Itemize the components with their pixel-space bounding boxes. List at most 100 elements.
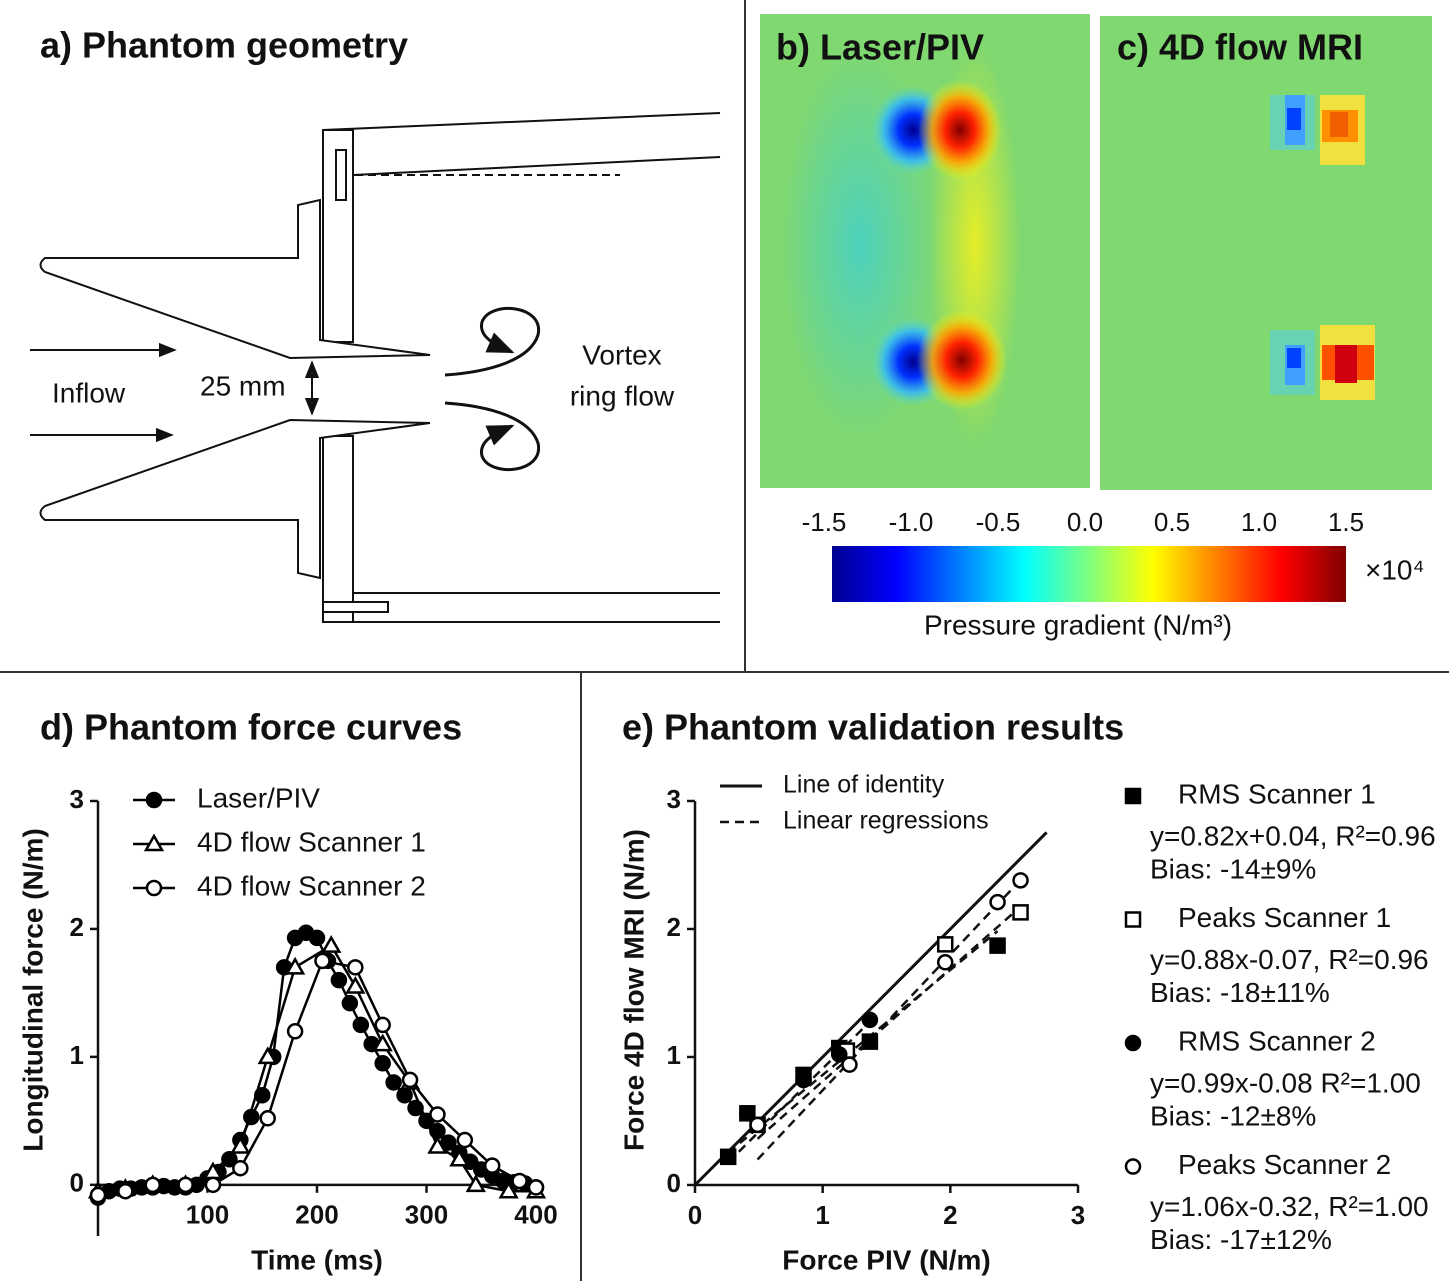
legend-label: RMS Scanner 2 — [1178, 1025, 1376, 1056]
data-point — [749, 1116, 766, 1134]
data-point — [286, 1023, 304, 1040]
data-point — [204, 1176, 222, 1194]
data-point — [989, 937, 1006, 954]
piv-heatmap — [760, 14, 1090, 488]
data-point — [739, 1105, 756, 1122]
colorbar-tick-label: -1.0 — [889, 507, 934, 537]
x-tick-label: 3 — [1071, 1200, 1085, 1230]
colorbar-label: Pressure gradient (N/m³) — [924, 609, 1232, 640]
phantom-geometry — [30, 112, 721, 623]
y-tick-label: 1 — [70, 1040, 84, 1070]
data-point — [861, 1033, 879, 1050]
data-point — [144, 1176, 161, 1194]
y-tick-label: 0 — [70, 1168, 84, 1198]
chart-title: d) Phantom force curves — [40, 707, 462, 748]
data-point — [498, 1180, 519, 1199]
colorbar-tick-label: -0.5 — [976, 507, 1021, 537]
regression-line — [756, 879, 1022, 1161]
colorbar-tick-label: 0.5 — [1154, 507, 1190, 537]
data-point — [396, 1087, 413, 1104]
regression-line — [756, 905, 1022, 1140]
data-point — [341, 994, 359, 1012]
data-point — [257, 1046, 278, 1065]
data-point — [989, 893, 1006, 911]
data-point — [511, 1172, 528, 1190]
x-axis-title: Time (ms) — [251, 1244, 383, 1275]
data-point — [321, 935, 342, 953]
y-tick-label: 3 — [667, 784, 681, 814]
data-point — [527, 1179, 545, 1196]
data-point — [440, 1134, 457, 1151]
x-tick-label: 1 — [815, 1200, 829, 1230]
x-tick-label: 100 — [186, 1200, 229, 1230]
data-point — [345, 975, 366, 994]
data-point — [347, 959, 364, 976]
identity-line — [693, 831, 1048, 1187]
data-point — [483, 1157, 501, 1174]
data-point — [177, 1176, 194, 1194]
data-point — [232, 1159, 249, 1177]
y-tick-label: 2 — [70, 912, 84, 942]
data-point — [719, 1148, 737, 1166]
bias-label: Bias: -12±8% — [1150, 1100, 1316, 1131]
legend-marker — [145, 879, 163, 897]
vortex-label: Vortex — [582, 339, 661, 370]
y-tick-label: 1 — [667, 1040, 681, 1070]
y-tick-label: 3 — [70, 784, 84, 814]
data-point — [831, 1046, 848, 1063]
legend-marker — [1124, 1158, 1142, 1175]
y-axis-title: Force 4D flow MRI (N/m) — [618, 829, 649, 1151]
colorbar — [832, 546, 1346, 602]
data-point — [449, 1148, 470, 1167]
data-point — [1012, 904, 1029, 921]
data-point — [401, 1071, 419, 1089]
data-point — [230, 1135, 251, 1154]
data-point — [385, 1074, 402, 1091]
data-point — [1012, 872, 1029, 889]
colorbar-tick-label: 1.5 — [1328, 507, 1364, 537]
colorbar-tick-label: -1.5 — [802, 507, 847, 537]
panel-b-title: b) Laser/PIV — [776, 27, 984, 68]
data-point — [795, 1071, 812, 1089]
fit-equation: y=0.88x-0.07, R²=0.96 — [1150, 944, 1429, 975]
fit-equation: y=0.82x+0.04, R²=0.96 — [1150, 820, 1436, 851]
legend-label: 4D flow Scanner 1 — [197, 826, 426, 857]
data-point — [284, 956, 306, 975]
legend-label: Line of identity — [783, 771, 945, 799]
mri-heatmap — [1100, 16, 1432, 490]
data-point — [427, 1135, 448, 1154]
data-point — [456, 1131, 474, 1149]
inflow-label: Inflow — [52, 377, 126, 408]
x-tick-label: 200 — [295, 1200, 338, 1230]
vortex-label: ring flow — [570, 380, 675, 411]
legend-marker — [1124, 787, 1142, 805]
colorbar-tick-label: 1.0 — [1241, 507, 1277, 537]
data-point — [429, 1106, 446, 1123]
legend-label: RMS Scanner 1 — [1178, 778, 1376, 809]
data-point — [861, 1011, 879, 1029]
legend-label: Peaks Scanner 1 — [1178, 902, 1391, 933]
data-point — [352, 1016, 370, 1034]
y-tick-label: 0 — [667, 1168, 681, 1198]
data-point — [221, 1150, 238, 1168]
legend-label: Peaks Scanner 2 — [1178, 1149, 1391, 1180]
chart-title: e) Phantom validation results — [622, 707, 1124, 748]
data-point — [259, 1110, 276, 1127]
data-point — [374, 1055, 391, 1072]
legend-label: 4D flow Scanner 2 — [197, 870, 426, 901]
legend-marker — [145, 791, 163, 809]
colorbar-multiplier: ×10⁴ — [1365, 554, 1425, 585]
legend-label: Linear regressions — [783, 807, 989, 835]
x-tick-label: 2 — [943, 1200, 957, 1230]
bias-label: Bias: -14±9% — [1150, 853, 1316, 884]
x-tick-label: 400 — [514, 1200, 557, 1230]
panel-c-title: c) 4D flow MRI — [1117, 27, 1363, 68]
data-point — [89, 1186, 107, 1204]
fit-equation: y=0.99x-0.08 R²=1.00 — [1150, 1067, 1421, 1098]
data-point — [314, 952, 331, 970]
legend-marker — [1124, 1034, 1142, 1052]
data-point — [936, 936, 954, 953]
legend-marker — [143, 833, 165, 852]
